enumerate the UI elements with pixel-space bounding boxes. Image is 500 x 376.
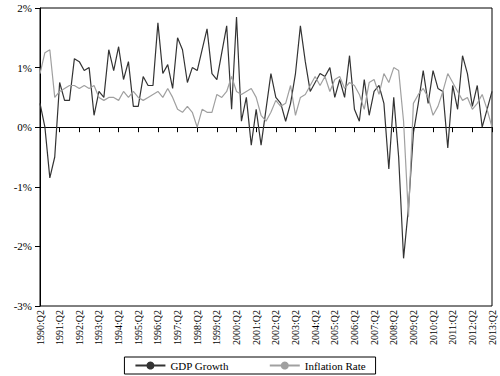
svg-text:2010:Q2: 2010:Q2	[428, 310, 439, 345]
svg-text:2011:Q2: 2011:Q2	[447, 310, 458, 345]
svg-text:1993:Q2: 1993:Q2	[93, 310, 104, 345]
svg-text:2007:Q2: 2007:Q2	[369, 310, 380, 345]
svg-text:1995:Q2: 1995:Q2	[133, 310, 144, 345]
svg-text:2001:Q2: 2001:Q2	[251, 310, 262, 345]
svg-text:1999:Q2: 1999:Q2	[211, 310, 222, 345]
svg-text:-2%: -2%	[14, 240, 32, 252]
svg-text:2008:Q2: 2008:Q2	[388, 310, 399, 345]
svg-text:2003:Q2: 2003:Q2	[290, 310, 301, 345]
svg-text:GDP Growth: GDP Growth	[170, 360, 228, 372]
svg-text:1994:Q2: 1994:Q2	[113, 310, 124, 345]
svg-text:1990:Q2: 1990:Q2	[35, 310, 46, 345]
svg-text:-3%: -3%	[14, 300, 32, 312]
svg-text:2005:Q2: 2005:Q2	[329, 310, 340, 345]
svg-text:1%: 1%	[17, 62, 32, 74]
svg-text:2006:Q2: 2006:Q2	[349, 310, 360, 345]
svg-text:1996:Q2: 1996:Q2	[152, 310, 163, 345]
svg-text:2013:Q2: 2013:Q2	[487, 310, 498, 345]
svg-text:Inflation Rate: Inflation Rate	[305, 360, 366, 372]
svg-text:-1%: -1%	[14, 181, 32, 193]
svg-text:1992:Q2: 1992:Q2	[74, 310, 85, 345]
svg-text:2%: 2%	[17, 2, 32, 14]
svg-text:2004:Q2: 2004:Q2	[310, 310, 321, 345]
svg-text:1997:Q2: 1997:Q2	[172, 310, 183, 345]
svg-text:2000:Q2: 2000:Q2	[231, 310, 242, 345]
svg-text:1998:Q2: 1998:Q2	[192, 310, 203, 345]
svg-text:2012:Q2: 2012:Q2	[467, 310, 478, 345]
svg-text:0%: 0%	[17, 121, 32, 133]
svg-text:2002:Q2: 2002:Q2	[270, 310, 281, 345]
svg-text:2009:Q2: 2009:Q2	[408, 310, 419, 345]
svg-text:1991:Q2: 1991:Q2	[54, 310, 65, 345]
